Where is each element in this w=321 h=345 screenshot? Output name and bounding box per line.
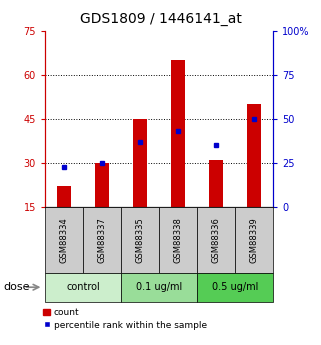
Bar: [121, 273, 197, 302]
Bar: [57, 186, 71, 207]
Bar: [171, 60, 185, 207]
Text: GSM88338: GSM88338: [173, 217, 182, 263]
Text: GDS1809 / 1446141_at: GDS1809 / 1446141_at: [80, 12, 241, 26]
Bar: [45, 273, 121, 302]
Bar: [197, 207, 235, 273]
Legend: count, percentile rank within the sample: count, percentile rank within the sample: [43, 308, 207, 330]
Bar: [159, 207, 197, 273]
Bar: [45, 207, 83, 273]
Bar: [83, 207, 121, 273]
Bar: [133, 119, 147, 207]
Bar: [235, 207, 273, 273]
Text: GSM88336: GSM88336: [211, 217, 221, 263]
Text: GSM88337: GSM88337: [97, 217, 107, 263]
Text: control: control: [66, 282, 100, 292]
Bar: [247, 104, 261, 207]
Text: 0.5 ug/ml: 0.5 ug/ml: [212, 282, 258, 292]
Text: GSM88335: GSM88335: [135, 217, 144, 263]
Text: 0.1 ug/ml: 0.1 ug/ml: [136, 282, 182, 292]
Bar: [197, 273, 273, 302]
Bar: [209, 160, 222, 207]
Bar: [121, 207, 159, 273]
Text: dose: dose: [3, 282, 30, 292]
Bar: [95, 163, 108, 207]
Text: GSM88339: GSM88339: [249, 217, 258, 263]
Text: GSM88334: GSM88334: [59, 217, 68, 263]
